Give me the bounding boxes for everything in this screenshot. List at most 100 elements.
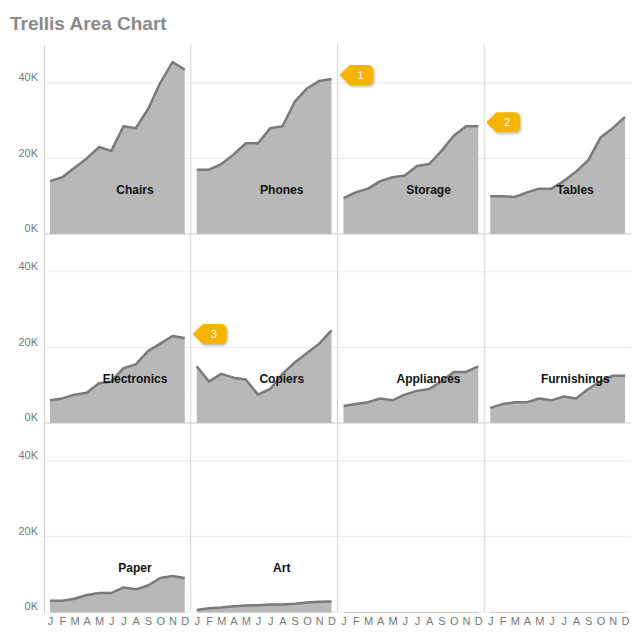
x-axis-line — [197, 612, 332, 613]
x-tick: A — [524, 612, 532, 627]
x-tick-label: M — [388, 615, 397, 627]
x-tick-label: J — [549, 615, 555, 627]
x-tick: O — [303, 612, 312, 627]
x-tick: J — [121, 612, 127, 627]
annotation: 3 — [193, 324, 227, 344]
x-tick: N — [169, 612, 177, 627]
x-axis-line — [51, 612, 186, 613]
y-tick: 40K — [18, 449, 44, 461]
y-tick-label: 20K — [18, 147, 38, 159]
x-tick: F — [353, 612, 360, 627]
x-tick: M — [511, 612, 520, 627]
x-tick-label: J — [256, 615, 262, 627]
y-tick: 20K — [18, 336, 44, 348]
panel-plot — [197, 330, 332, 423]
area — [344, 366, 479, 423]
x-tick-label: D — [622, 615, 630, 627]
x-tick-label: J — [121, 615, 127, 627]
y-tick-label: 0K — [25, 222, 39, 234]
y-axis: 0K 20K 40K — [18, 424, 44, 613]
x-tick-label: J — [109, 615, 115, 627]
panel-label: Appliances — [396, 372, 460, 386]
area-line — [344, 366, 479, 406]
panel-plot — [344, 126, 479, 234]
x-tick: M — [388, 612, 397, 627]
x-tick-label: N — [463, 615, 471, 627]
x-tick: F — [206, 612, 213, 627]
panel-plot — [344, 366, 479, 423]
x-tick-label: S — [585, 615, 592, 627]
x-tick: J — [403, 612, 409, 627]
x-tick: A — [377, 612, 385, 627]
x-tick: A — [133, 612, 141, 627]
x-tick: M — [95, 612, 104, 627]
title: Trellis Area Chart — [10, 13, 167, 34]
annotation-text: 3 — [211, 328, 217, 340]
x-tick: A — [84, 612, 92, 627]
x-axis: JFMAMJJASOND — [488, 612, 630, 627]
x-tick-label: S — [145, 615, 152, 627]
x-tick: D — [475, 612, 483, 627]
x-tick: D — [181, 612, 189, 627]
x-tick-label: J — [48, 615, 54, 627]
x-tick: J — [256, 612, 262, 627]
panel-divider — [190, 45, 191, 612]
y-tick: 20K — [18, 525, 44, 537]
x-tick-label: O — [303, 615, 312, 627]
x-tick: A — [426, 612, 434, 627]
panel-plot — [197, 601, 332, 612]
x-tick-label: J — [341, 615, 347, 627]
x-tick: D — [622, 612, 630, 627]
x-tick: M — [535, 612, 544, 627]
y-axis-line — [44, 235, 45, 424]
panel-divider — [337, 45, 338, 612]
x-tick-label: A — [426, 615, 434, 627]
x-tick: J — [488, 612, 494, 627]
x-tick: O — [450, 612, 459, 627]
y-tick: 20K — [18, 147, 44, 159]
x-tick-label: M — [70, 615, 79, 627]
x-tick: N — [609, 612, 617, 627]
y-tick-label: 20K — [18, 336, 38, 348]
area — [50, 576, 185, 612]
panel-plot — [50, 576, 185, 612]
y-tick: 0K — [25, 600, 44, 612]
area-line — [197, 79, 332, 170]
y-tick: 40K — [18, 71, 44, 83]
panel-label: Electronics — [103, 372, 168, 386]
annotation-text: 2 — [504, 116, 510, 128]
x-tick: O — [156, 612, 165, 627]
x-tick-label: J — [488, 615, 494, 627]
y-axis-line — [44, 46, 45, 235]
x-tick: J — [195, 612, 201, 627]
x-tick-label: A — [279, 615, 287, 627]
y-tick-label: 40K — [18, 260, 38, 272]
annotation-marker — [486, 112, 520, 132]
area-line — [50, 62, 185, 181]
frame — [44, 45, 631, 612]
panel-label: Phones — [260, 183, 304, 197]
x-tick: J — [549, 612, 555, 627]
x-tick: J — [268, 612, 274, 627]
panel-label: Chairs — [116, 183, 154, 197]
panel-label: Tables — [557, 183, 594, 197]
panel-label: Art — [273, 561, 290, 575]
x-axis: JFMAMJJASOND — [195, 612, 337, 627]
x-tick: S — [585, 612, 592, 627]
x-tick: J — [341, 612, 347, 627]
x-axis-line — [344, 612, 479, 613]
x-tick: M — [217, 612, 226, 627]
y-tick-label: 0K — [25, 600, 39, 612]
x-tick-label: N — [316, 615, 324, 627]
x-tick-label: M — [217, 615, 226, 627]
x-axis: JFMAMJJASOND — [341, 612, 483, 627]
panel-plot — [50, 336, 185, 423]
x-tick-label: J — [403, 615, 409, 627]
x-tick-label: A — [84, 615, 92, 627]
x-tick: S — [292, 612, 299, 627]
y-axis: 0K 20K 40K — [18, 46, 44, 235]
x-tick: A — [573, 612, 581, 627]
x-tick: F — [500, 612, 507, 627]
x-tick-label: M — [95, 615, 104, 627]
x-tick-label: O — [156, 615, 165, 627]
